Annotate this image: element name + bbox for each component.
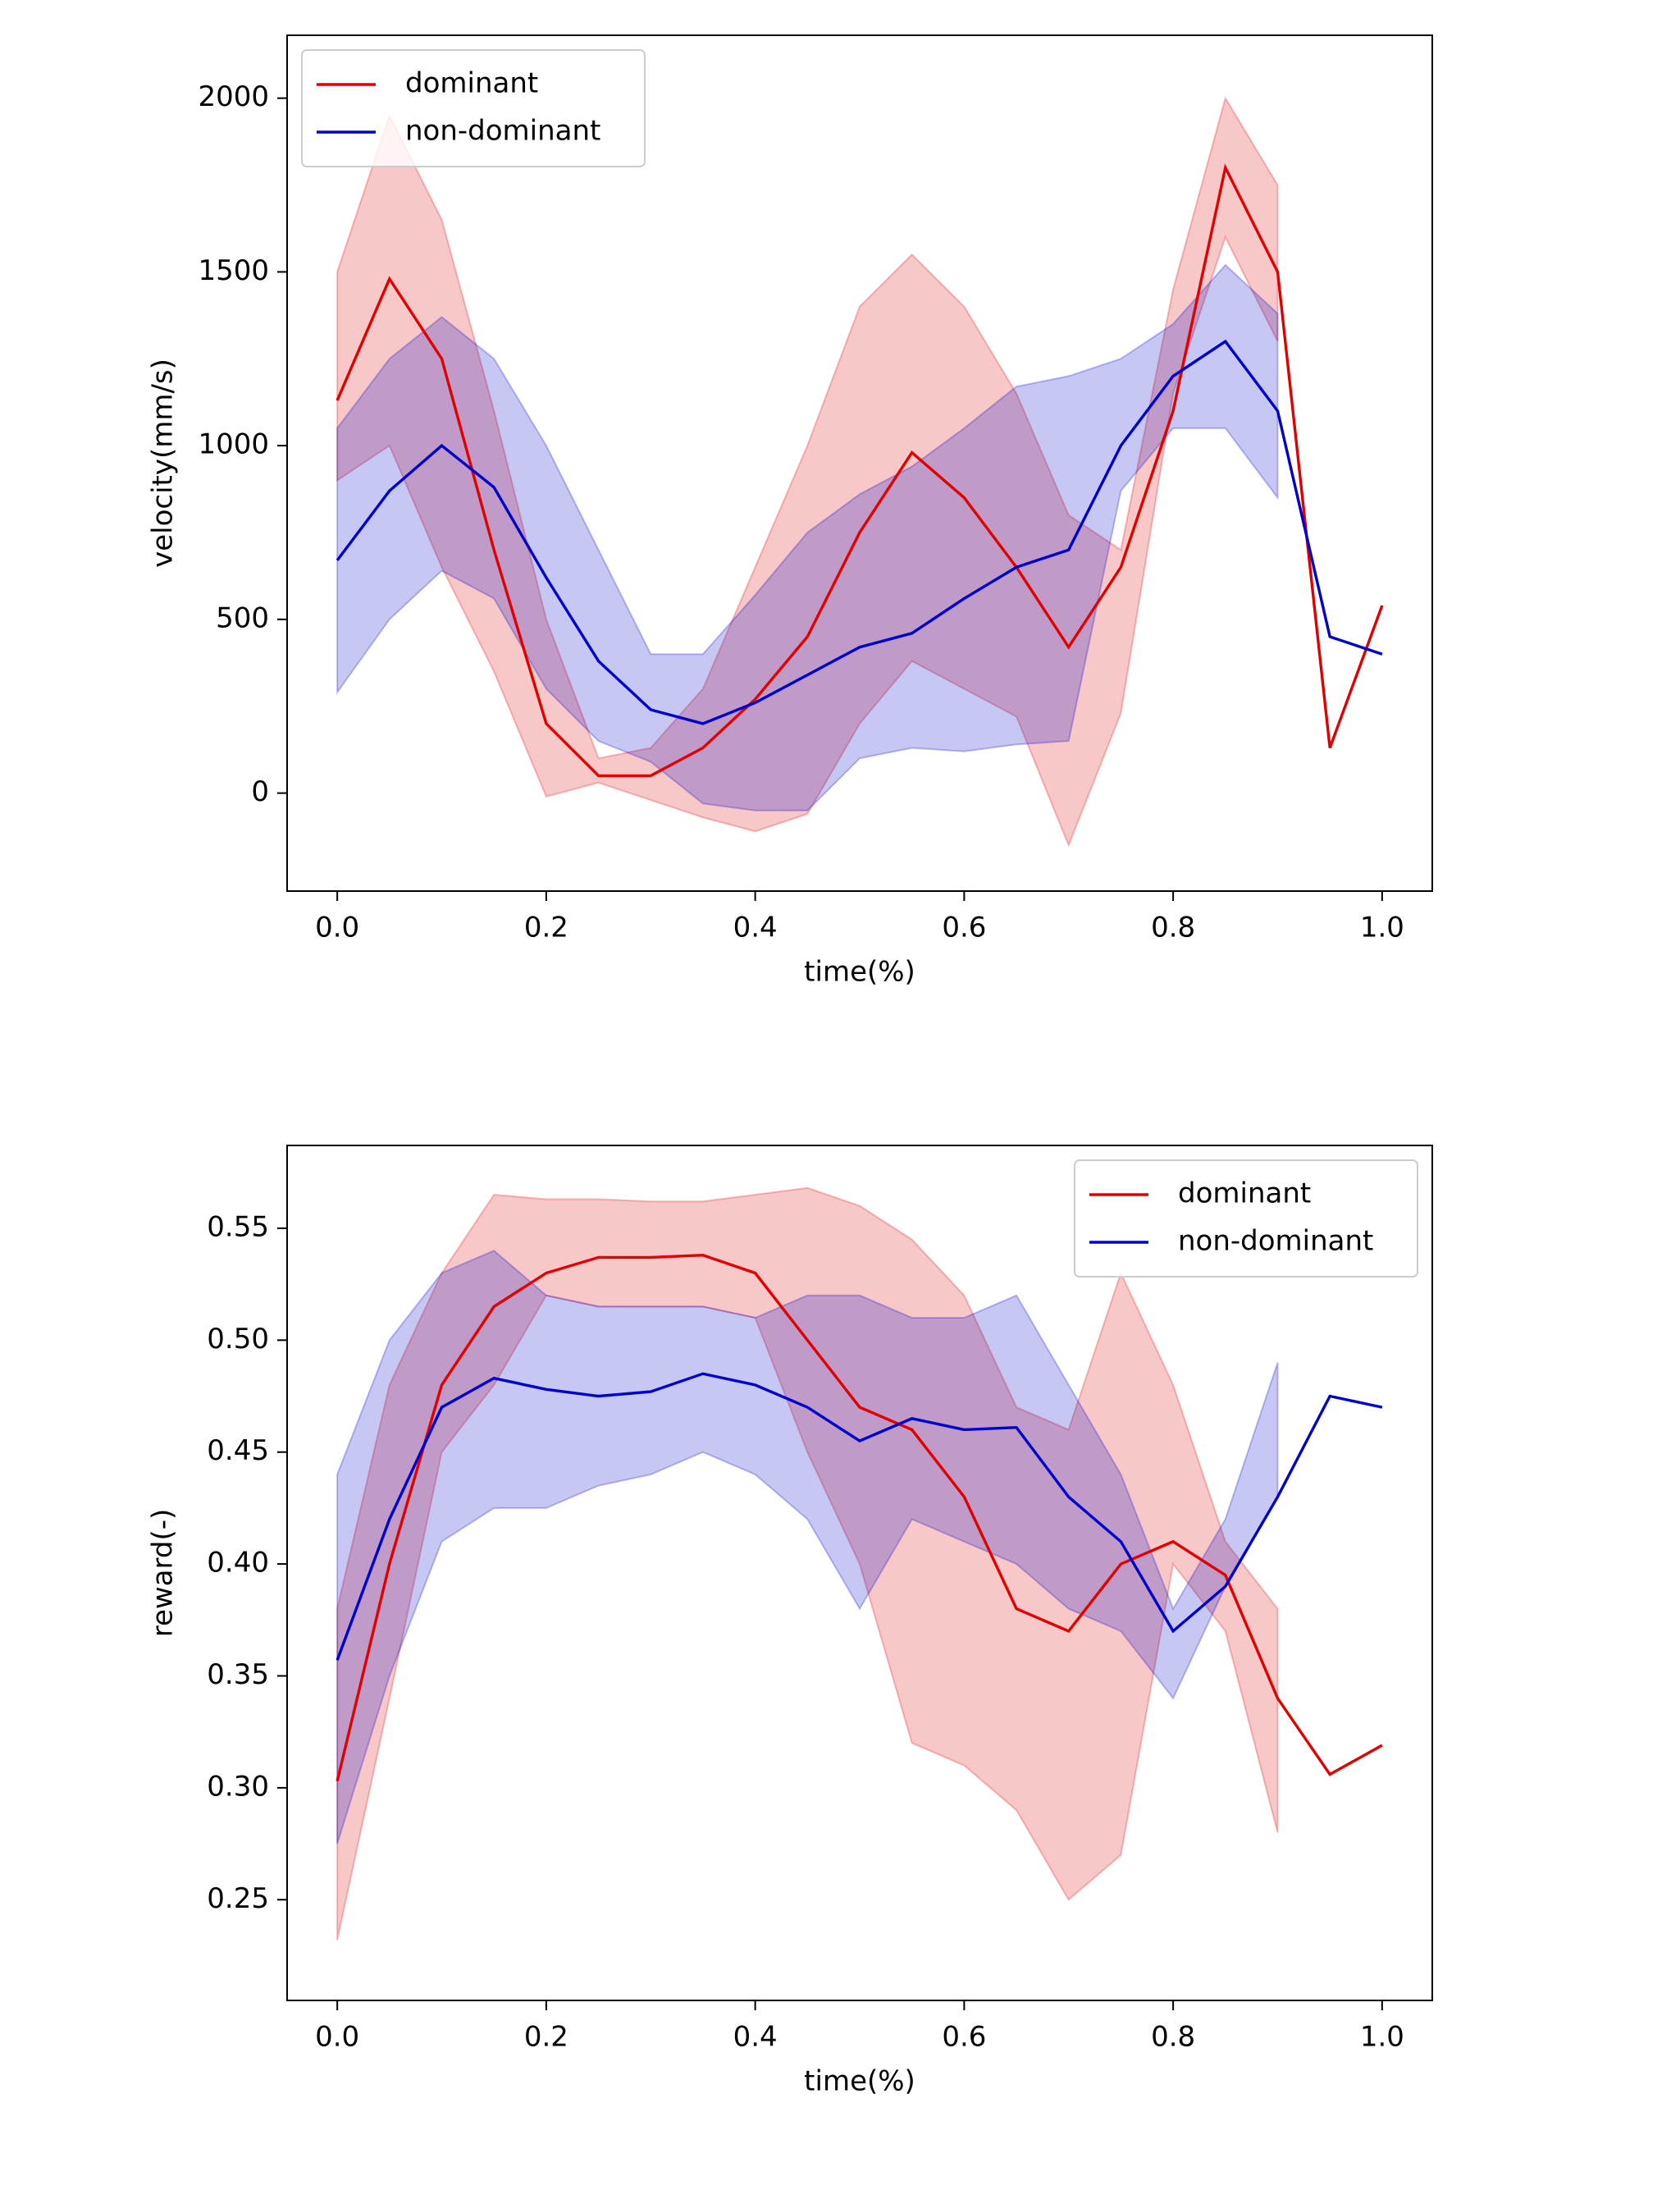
y-tick-label: 2000	[198, 80, 269, 113]
line	[336, 1372, 1383, 1661]
x-tick-label: 0.0	[315, 912, 359, 944]
line	[336, 339, 1383, 725]
legend-box	[301, 49, 646, 167]
y-tick-label: 0.25	[207, 1882, 269, 1915]
legend-label: dominant	[1178, 1177, 1311, 1210]
x-tick-label: 1.0	[1360, 2021, 1404, 2054]
y-tick-label: 0.35	[207, 1658, 269, 1691]
y-tick-label: 0.50	[207, 1323, 269, 1356]
x-tick-label: 0.6	[942, 912, 986, 944]
y-tick-label: 500	[216, 601, 269, 634]
x-tick-label: 1.0	[1360, 912, 1404, 944]
y-tick-label: 1000	[198, 428, 269, 461]
y-tick-label: 0.45	[207, 1434, 269, 1467]
band	[336, 96, 1279, 848]
x-tick-label: 0.4	[733, 912, 778, 944]
x-tick-label: 0.2	[524, 912, 568, 944]
line	[336, 163, 1384, 778]
x-axis-label: time(%)	[804, 956, 915, 989]
plot-frame	[286, 34, 1433, 892]
y-tick-label: 0.30	[207, 1770, 269, 1803]
y-axis-label: velocity(mm/s)	[147, 359, 180, 568]
legend: dominant non-dominant	[1074, 1159, 1418, 1278]
legend-label: non-dominant	[1178, 1225, 1373, 1258]
legend: dominant non-dominant	[301, 49, 646, 167]
plot-frame	[286, 1145, 1433, 2001]
x-tick-label: 0.2	[524, 2021, 568, 2054]
y-tick-label: 0.55	[207, 1210, 269, 1243]
x-tick-label: 0.8	[1151, 2021, 1195, 2054]
x-tick-label: 0.4	[733, 2021, 778, 2054]
legend-label: dominant	[405, 67, 538, 100]
legend-box	[1074, 1159, 1418, 1278]
x-tick-label: 0.6	[942, 2021, 986, 2054]
x-tick-label: 0.8	[1151, 912, 1195, 944]
y-tick-label: 0.40	[207, 1547, 269, 1580]
x-axis-label: time(%)	[804, 2065, 915, 2098]
x-tick-label: 0.0	[315, 2021, 359, 2054]
y-axis-label: reward(-)	[147, 1509, 180, 1638]
line	[336, 1253, 1383, 1782]
legend-label: non-dominant	[405, 115, 600, 148]
y-tick-label: 1500	[198, 254, 269, 287]
band	[336, 1186, 1279, 1941]
y-tick-label: 0	[251, 775, 269, 808]
band	[336, 263, 1279, 811]
